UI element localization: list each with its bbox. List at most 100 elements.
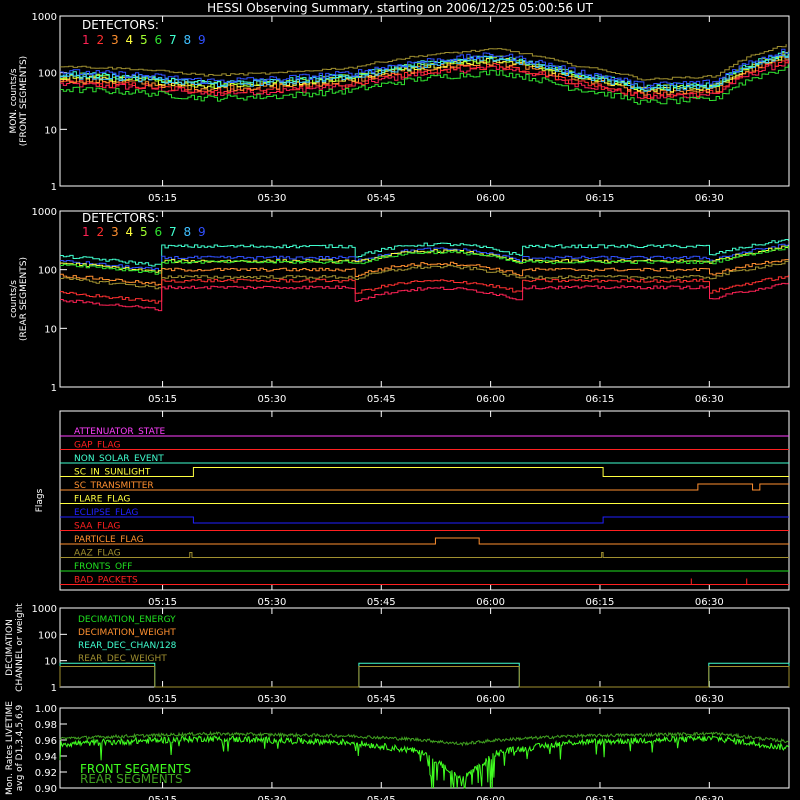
y-axis-label-5: Mon. Rates LIVETIME avg of D1,3,4,5,6,9	[5, 701, 25, 795]
legend-detector-6: 6	[155, 225, 163, 239]
flags-group	[60, 435, 789, 585]
decimation-line-0	[59, 662, 790, 688]
y-axis-label-text: avg of D1,3,4,5,6,9	[15, 704, 25, 791]
legend-detector-7: 7	[169, 33, 177, 47]
livetime-front-line	[59, 734, 789, 789]
legend-title: DETECTORS:	[82, 211, 159, 225]
flag-line-particle_flag	[60, 537, 789, 545]
y-axis-label-text: counts/s	[9, 280, 19, 318]
detector-1-front-line	[60, 60, 789, 100]
y-tick-label: 100	[38, 266, 57, 277]
y-axis-label-2: counts/s (REAR SEGMENTS)	[9, 257, 29, 341]
y-tick-label: 1	[51, 383, 57, 394]
detector-6-front-line	[60, 64, 789, 105]
flag-label-attenuator_state: ATTENUATOR_STATE	[74, 427, 166, 437]
x-tick-label: 06:00	[476, 597, 505, 608]
y-axis-label-text: Flags	[35, 488, 45, 512]
legend-detector-5: 5	[140, 33, 148, 47]
y-axis-label-text: DECIMATION	[5, 619, 15, 676]
flag-label-gap_flag: GAP_FLAG	[74, 441, 120, 451]
y-axis-label-1: MON. counts/s (FRONT SEGMENTS)	[9, 56, 29, 146]
x-tick-label: 06:00	[476, 795, 505, 800]
x-tick-label: 06:15	[586, 193, 615, 204]
flag-label-sc_transmitter: SC_TRANSMITTER	[74, 481, 154, 491]
livetime-rear-line	[59, 730, 790, 747]
legend-detector-5: 5	[140, 225, 148, 239]
x-tick-label: 05:15	[148, 795, 177, 800]
y-tick-label: 0.98	[35, 720, 57, 731]
flag-label-sc_in_sunlight: SC_IN_SUNLIGHT	[74, 468, 151, 478]
livetime-legend-front: FRONT SEGMENTS	[80, 762, 191, 776]
panel-frame-5	[59, 707, 790, 789]
panel-frame-4	[59, 607, 790, 688]
y-tick-label: 1000	[32, 207, 57, 218]
flag-label-eclipse_flag: ECLIPSE_FLAG	[74, 508, 138, 518]
legend-detector-4: 4	[126, 33, 134, 47]
legend-detector-7: 7	[169, 225, 177, 239]
decimation-legend-3: REAR_DEC_WEIGHT	[78, 654, 167, 664]
y-tick-label: 0.92	[35, 768, 57, 779]
legend-detector-6: 6	[155, 33, 163, 47]
legend-detector-2: 2	[97, 33, 105, 47]
flag-line-eclipse_flag	[60, 516, 789, 524]
flag-line-sc_in_sunlight	[60, 467, 789, 477]
rear-detector-line-2	[60, 243, 789, 272]
x-tick-label: 05:30	[258, 694, 287, 705]
front-series-group	[60, 44, 789, 105]
y-axis-label-text: (FRONT SEGMENTS)	[19, 56, 29, 146]
legend-detector-9: 9	[198, 225, 206, 239]
legend-detector-4: 4	[126, 225, 134, 239]
flag-label-flare_flag: FLARE_FLAG	[74, 495, 130, 505]
legend-detector-8: 8	[184, 225, 192, 239]
y-tick-label: 1	[51, 182, 57, 193]
x-tick-label: 05:45	[367, 597, 396, 608]
y-tick-label: 0.94	[35, 752, 57, 763]
x-tick-label: 06:00	[476, 193, 505, 204]
flag-line-sc_transmitter	[60, 483, 789, 491]
rear-series-group	[60, 239, 789, 312]
rear-detector-line-8	[60, 282, 789, 312]
x-tick-label: 05:30	[258, 394, 287, 405]
y-axis-label-4: DECIMATION CHANNEL or weight	[5, 603, 25, 692]
legend-detector-2: 2	[97, 225, 105, 239]
x-tick-label: 06:30	[695, 394, 724, 405]
y-axis-label-text: CHANNEL or weight	[15, 603, 25, 692]
decimation-legend-2: REAR_DEC_CHAN/128	[78, 641, 177, 651]
x-tick-label: 05:30	[258, 597, 287, 608]
livetime-group	[59, 730, 790, 789]
y-tick-label: 1000	[32, 604, 57, 615]
x-tick-label: 05:30	[258, 795, 287, 800]
x-tick-label: 06:15	[586, 394, 615, 405]
figure-title: HESSI Observing Summary, starting on 200…	[207, 1, 593, 15]
detector-9-front-line	[60, 48, 789, 90]
detector-4-front-line	[60, 52, 789, 93]
decimation-group	[59, 662, 790, 688]
decimation-legend-0: DECIMATION_ENERGY	[78, 615, 176, 625]
legend-detector-3: 3	[111, 33, 119, 47]
x-tick-label: 05:45	[367, 394, 396, 405]
rear-detector-line-1	[60, 239, 789, 267]
legend-detector-1: 1	[82, 225, 90, 239]
y-tick-label: 100	[38, 630, 57, 641]
flag-label-saa_flag: SAA_FLAG	[74, 522, 120, 532]
legend-detector-3: 3	[111, 225, 119, 239]
x-tick-label: 06:30	[695, 193, 724, 204]
x-tick-label: 05:15	[148, 193, 177, 204]
panel-frame-3	[59, 410, 790, 591]
y-tick-label: 100	[38, 69, 57, 80]
x-tick-label: 05:15	[148, 597, 177, 608]
legend-detector-8: 8	[184, 33, 192, 47]
flag-label-aaz_flag: AAZ_FLAG	[74, 549, 121, 559]
upper-reference-line	[60, 44, 787, 81]
y-tick-label: 1.00	[35, 704, 57, 715]
x-tick-label: 05:15	[148, 394, 177, 405]
x-tick-label: 06:30	[695, 795, 724, 800]
legend-detector-1: 1	[82, 33, 90, 47]
flag-label-non_solar_event: NON_SOLAR_EVENT	[74, 454, 164, 464]
y-tick-label: 0.96	[35, 736, 57, 747]
detector-8-front-line	[60, 54, 789, 92]
rear-detector-line-5	[60, 259, 789, 286]
y-tick-label: 10	[44, 324, 57, 335]
rear-detector-line-6	[60, 260, 789, 290]
